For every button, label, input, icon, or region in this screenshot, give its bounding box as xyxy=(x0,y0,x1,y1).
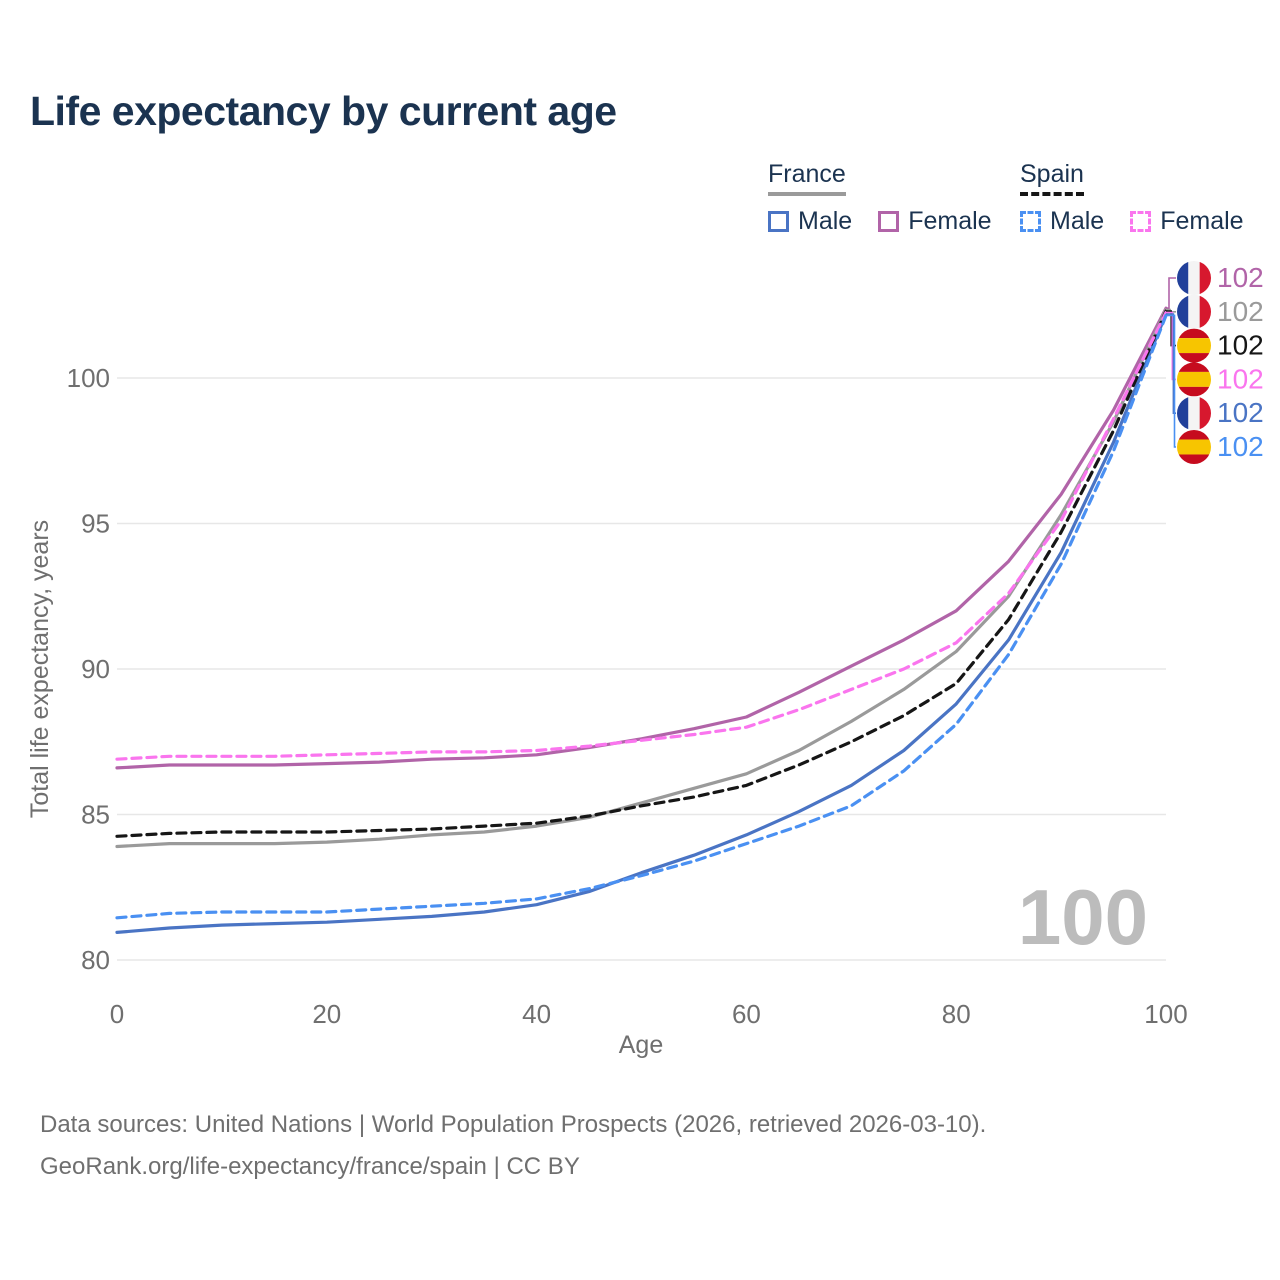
flag-icon-spain xyxy=(1177,328,1211,363)
legend-label-spain-male: Male xyxy=(1050,207,1105,235)
end-label-leader-france-female xyxy=(1166,277,1176,309)
legend-item-spain-female[interactable]: Female xyxy=(1130,207,1244,236)
axis-labels-layer: 80 85 90 95 100 0 20 40 60 80 100 Age Total life exp… xyxy=(26,363,1188,1059)
legend-label-france-male: Male xyxy=(798,207,853,235)
legend-swatch-france-female xyxy=(878,211,900,232)
x-tick-label: 100 xyxy=(1144,999,1187,1029)
legend-item-france-male[interactable]: Male xyxy=(768,207,852,236)
legend-group-france: France Male Female xyxy=(768,160,992,236)
flag-stripe xyxy=(1177,338,1211,354)
age-indicator-layer: 100 xyxy=(1018,873,1148,961)
flag-stripe xyxy=(1177,294,1189,329)
series-line-france-male[interactable] xyxy=(115,312,1168,935)
flag-icon-spain xyxy=(1177,430,1211,464)
series-line-spain-female[interactable] xyxy=(115,310,1168,761)
flag-stripe xyxy=(1177,396,1189,431)
legend-swatch-spain-male xyxy=(1020,211,1041,232)
flag-stripe xyxy=(1188,261,1200,295)
flag-stripe xyxy=(1177,362,1211,372)
flag-stripe xyxy=(1177,353,1211,363)
x-tick-label: 0 xyxy=(110,999,124,1029)
flag-stripe xyxy=(1177,430,1211,440)
legend-label-spain-female: Female xyxy=(1160,207,1244,235)
flag-stripe xyxy=(1199,294,1211,329)
x-tick-label: 80 xyxy=(942,999,971,1029)
x-tick-label: 40 xyxy=(522,999,551,1029)
y-tick-label: 100 xyxy=(67,363,110,393)
gridlines-layer xyxy=(117,377,1166,961)
legend-label-france-female: Female xyxy=(908,207,992,235)
series-line-spain-male[interactable] xyxy=(115,313,1168,920)
series-line-france-both[interactable] xyxy=(115,308,1168,849)
end-value-label-france-male: 102 xyxy=(1217,397,1264,428)
flag-icon-spain xyxy=(1177,362,1211,397)
footer-attribution-line: GeoRank.org/life-expectancy/france/spain… xyxy=(40,1153,580,1180)
x-tick-label: 60 xyxy=(732,999,761,1029)
end-value-label-france-female: 102 xyxy=(1217,262,1264,293)
end-value-label-spain-female: 102 xyxy=(1217,363,1264,394)
legend-header-spain[interactable]: Spain xyxy=(1020,160,1084,196)
flag-stripe xyxy=(1177,371,1211,387)
flag-stripe xyxy=(1177,439,1211,455)
end-value-label-spain-male: 102 xyxy=(1217,431,1264,462)
y-tick-label: 90 xyxy=(81,654,110,684)
flag-icon-france xyxy=(1177,261,1211,295)
flag-stripe xyxy=(1177,328,1211,339)
end-label-leader-spain-male xyxy=(1166,314,1176,448)
legend-item-spain-male[interactable]: Male xyxy=(1020,207,1104,236)
flag-stripe xyxy=(1177,454,1211,464)
flag-stripe xyxy=(1199,261,1211,295)
legend-item-france-female[interactable]: Female xyxy=(878,207,992,236)
flag-stripe xyxy=(1177,386,1211,397)
footer-sources-line: Data sources: United Nations | World Pop… xyxy=(40,1111,987,1138)
x-axis-title: Age xyxy=(619,1031,663,1059)
flag-stripe xyxy=(1188,294,1200,329)
flag-stripe xyxy=(1188,396,1200,431)
end-value-label-france-both: 102 xyxy=(1217,296,1264,327)
footer: Data sources: United Nations | World Pop… xyxy=(40,1104,986,1188)
legend-header-france[interactable]: France xyxy=(768,160,846,196)
page-title: Life expectancy by current age xyxy=(30,88,617,134)
legend-group-spain: Spain Male Female xyxy=(1020,160,1244,236)
legend-swatch-france-male xyxy=(768,211,789,232)
flag-icon-france xyxy=(1177,294,1211,329)
y-tick-label: 80 xyxy=(81,945,110,975)
flag-icon-france xyxy=(1177,396,1211,431)
age-indicator-watermark: 100 xyxy=(1018,873,1148,961)
end-value-label-spain-both: 102 xyxy=(1217,330,1264,361)
y-tick-label: 95 xyxy=(81,509,110,539)
series-line-spain-both[interactable] xyxy=(115,309,1168,838)
legend-swatch-spain-female xyxy=(1130,211,1152,232)
y-tick-label: 85 xyxy=(81,800,110,830)
y-axis-title: Total life expectancy, years xyxy=(26,520,54,818)
series-layer xyxy=(115,306,1168,935)
flag-stripe xyxy=(1177,261,1189,295)
series-line-france-female[interactable] xyxy=(115,306,1168,770)
x-tick-label: 20 xyxy=(312,999,341,1029)
flag-stripe xyxy=(1199,396,1211,431)
